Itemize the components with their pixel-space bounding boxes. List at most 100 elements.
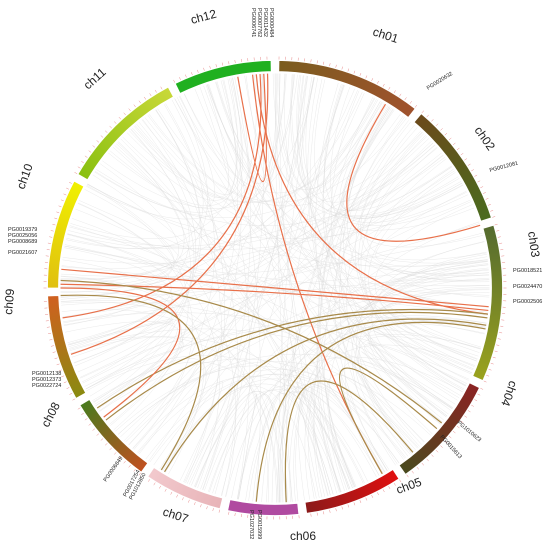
background-link: [69, 185, 463, 250]
tick-mark: [165, 489, 166, 492]
tick-mark: [336, 65, 337, 68]
tick-mark: [134, 105, 136, 107]
tick-mark: [495, 224, 498, 225]
tick-mark: [394, 90, 396, 93]
tick-mark: [490, 210, 493, 211]
tick-mark: [89, 151, 91, 153]
tick-mark: [427, 115, 429, 117]
chromosome-arc-ch06: [228, 500, 299, 516]
tick-mark: [57, 364, 60, 365]
tick-mark: [483, 192, 486, 193]
tick-mark: [323, 62, 324, 65]
tick-mark: [383, 489, 384, 492]
gene-label: PG0025056: [8, 233, 37, 239]
tick-mark: [222, 63, 223, 66]
tick-mark: [105, 443, 107, 445]
tick-mark: [228, 61, 229, 64]
tick-mark: [407, 475, 409, 477]
tick-mark: [495, 351, 498, 352]
background-link: [62, 138, 428, 316]
tick-mark: [498, 237, 501, 238]
tick-mark: [155, 90, 157, 93]
tick-mark: [67, 387, 70, 388]
tick-mark: [474, 175, 477, 176]
synteny-link: [238, 74, 267, 182]
tick-mark: [461, 153, 463, 155]
gene-label: PG0020632: [426, 71, 454, 92]
tick-mark: [148, 479, 150, 482]
tick-mark: [101, 136, 103, 138]
tick-mark: [471, 405, 474, 407]
tick-mark: [56, 212, 59, 213]
tick-mark: [415, 105, 417, 107]
tick-mark: [440, 446, 442, 448]
tick-mark: [453, 143, 455, 145]
background-link: [209, 74, 278, 184]
tick-mark: [47, 327, 50, 328]
tick-mark: [49, 339, 52, 340]
tick-mark: [124, 113, 126, 115]
tick-mark: [185, 75, 186, 78]
gene-label: PG0022724: [32, 383, 61, 389]
tick-mark: [48, 243, 51, 244]
tick-mark: [336, 508, 337, 511]
tick-mark: [499, 332, 502, 333]
tick-mark: [468, 164, 471, 166]
tick-mark: [431, 455, 433, 457]
tick-mark: [431, 119, 433, 121]
tick-mark: [47, 249, 50, 250]
tick-mark: [51, 346, 54, 347]
tick-mark: [61, 376, 64, 377]
tick-mark: [488, 204, 491, 205]
tick-mark: [477, 181, 480, 182]
tick-mark: [354, 71, 355, 74]
tick-mark: [213, 508, 214, 511]
gene-label: PG0021607: [8, 250, 37, 256]
tick-mark: [492, 216, 495, 217]
tick-mark: [323, 511, 324, 514]
tick-mark: [449, 138, 451, 140]
tick-mark: [360, 73, 361, 76]
tick-mark: [412, 471, 414, 473]
tick-mark: [389, 486, 390, 489]
tick-mark: [417, 467, 419, 469]
tick-mark: [52, 224, 55, 225]
tick-mark: [317, 60, 318, 63]
tick-mark: [114, 452, 116, 454]
tick-mark: [372, 495, 373, 498]
tick-mark: [474, 399, 477, 400]
gene-label: PG0018521: [513, 268, 542, 274]
tick-mark: [69, 393, 72, 394]
tick-mark: [500, 249, 503, 250]
tick-mark: [150, 93, 152, 96]
tick-mark: [383, 84, 384, 87]
tick-mark: [75, 172, 78, 174]
tick-mark: [139, 101, 141, 103]
tick-mark: [48, 333, 51, 334]
tick-mark: [235, 60, 236, 63]
tick-mark: [191, 72, 192, 75]
tick-mark: [377, 81, 378, 84]
tick-mark: [377, 492, 378, 495]
tick-mark: [464, 159, 466, 161]
tick-mark: [159, 486, 161, 489]
tick-mark: [464, 416, 466, 418]
tick-mark: [49, 237, 52, 238]
gene-label: PG0006849: [103, 456, 125, 483]
chr-label-ch04: ch04: [498, 379, 520, 409]
chr-label-ch01: ch01: [371, 25, 400, 46]
tick-mark: [176, 495, 177, 498]
gene-label: PG1027032: [248, 510, 254, 539]
tick-mark: [354, 502, 355, 505]
tick-mark: [342, 67, 343, 70]
synteny-link: [97, 309, 488, 407]
tick-mark: [457, 148, 459, 150]
tick-mark: [78, 408, 81, 410]
tick-mark: [69, 182, 72, 183]
tick-mark: [427, 459, 429, 461]
tick-mark: [477, 394, 480, 395]
tick-mark: [342, 507, 343, 510]
chr-label-ch03: ch03: [525, 230, 543, 258]
background-link: [279, 74, 461, 217]
tick-mark: [171, 492, 172, 495]
